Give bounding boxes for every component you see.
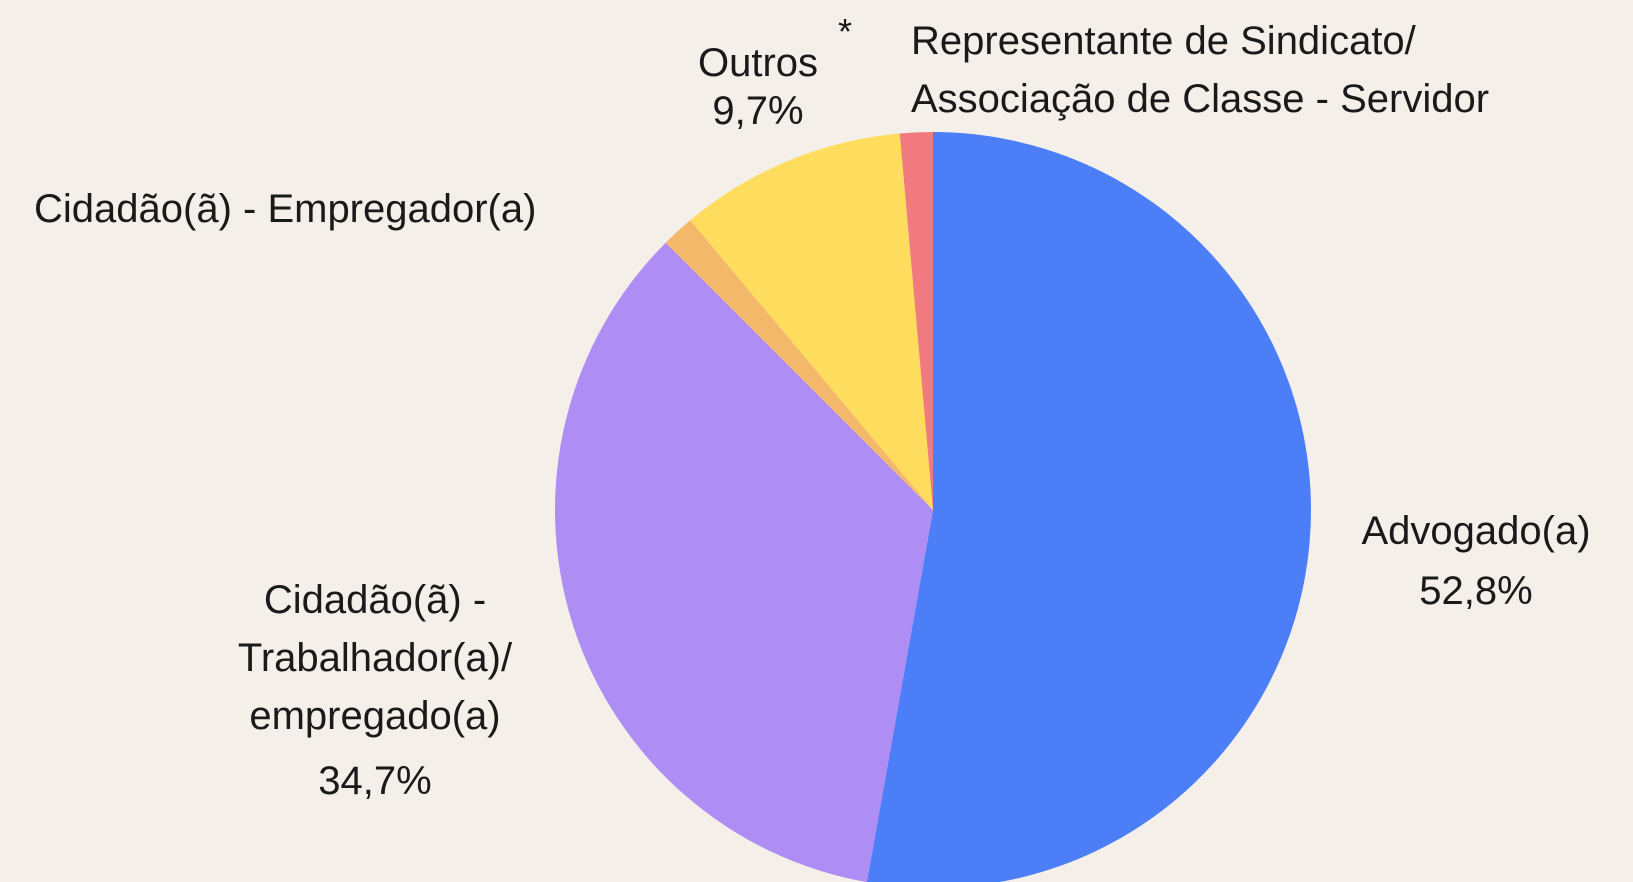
pie-slice — [555, 242, 933, 882]
pie-slice — [899, 132, 933, 510]
pie-slice — [866, 132, 1311, 882]
annotation: * — [838, 11, 853, 52]
category-label: Outros — [697, 41, 819, 85]
category-label: Cidadão(ã) - Trabalhador(a)/ empregado(a… — [237, 578, 513, 738]
category-label: Cidadão(ã) - Empregador(a) — [34, 187, 537, 231]
value-label: 9,7% — [712, 89, 804, 133]
pie-slice — [690, 133, 933, 511]
value-label: 52,8% — [1419, 569, 1533, 613]
pie-slice — [665, 220, 933, 511]
category-label: Representante de Sindicato/ Associação d… — [911, 19, 1490, 121]
category-label: Advogado(a) — [1361, 509, 1591, 553]
value-label: 34,7% — [318, 759, 432, 803]
